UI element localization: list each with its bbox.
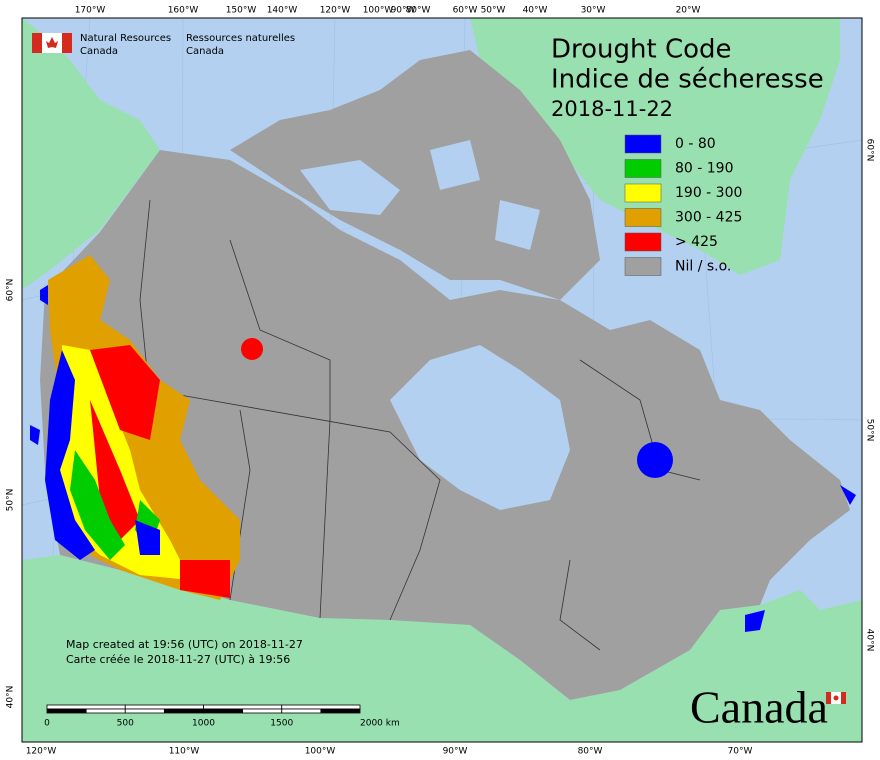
title: Drought Code — [551, 35, 732, 65]
wordmark-flag-bar — [841, 692, 846, 704]
legend-label: > 425 — [675, 234, 718, 250]
legend-swatch — [624, 232, 662, 252]
zone-0-80-quebec — [637, 442, 673, 478]
longitude-label: 160°W — [168, 6, 199, 16]
agency-text: Natural Resources — [80, 33, 171, 44]
legend-label: 190 - 300 — [675, 185, 742, 201]
wordmark-leaf — [833, 695, 839, 701]
longitude-label: 150°W — [226, 6, 257, 16]
longitude-label: 60°W — [453, 6, 478, 16]
zone-0-80-east — [745, 485, 856, 632]
wordmark-flag-bar — [826, 692, 831, 704]
longitude-label: 40°W — [523, 6, 548, 16]
legend-swatch — [624, 159, 662, 178]
scale-segment — [242, 708, 283, 714]
agency-text: Canada — [186, 46, 224, 57]
footer-text: Map created at 19:56 (UTC) on 2018-11-27 — [66, 638, 303, 651]
legend-swatch — [624, 257, 662, 276]
longitude-label: 100°W — [363, 6, 394, 16]
scale-segment — [203, 704, 283, 710]
alaska — [22, 18, 160, 290]
legend-swatch — [624, 208, 662, 227]
scale-segment — [124, 704, 204, 710]
latitude-label: 40°N — [865, 629, 875, 652]
agency-text: Canada — [80, 46, 118, 57]
scale-segment — [203, 708, 244, 714]
scale-label: 500 — [117, 719, 134, 729]
scale-label: 0 — [44, 719, 50, 729]
date: 2018-11-22 — [551, 97, 673, 121]
scale-segment — [124, 708, 165, 714]
longitude-label: 70°W — [728, 747, 753, 757]
longitude-label: 170°W — [75, 6, 106, 16]
maple-leaf — [46, 37, 58, 48]
longitude-label: 20°W — [676, 6, 701, 16]
longitude-label: 80°W — [578, 747, 603, 757]
longitude-label: 110°W — [169, 747, 200, 757]
legend-swatch — [624, 183, 662, 203]
longitude-label: 100°W — [305, 747, 336, 757]
graticule-labels: 170°W 160°W 150°W 140°W 120°W 100°W90°W80°W 60… — [6, 6, 875, 757]
scale-segment — [163, 708, 204, 714]
longitude-label: 120°W — [26, 747, 57, 757]
flag-bar — [32, 33, 42, 53]
zone-gt-425-north — [241, 338, 263, 360]
longitude-label: 80°W — [406, 6, 431, 16]
legend-label: 80 - 190 — [675, 161, 734, 177]
zone-0-80 — [30, 285, 160, 560]
map-frame — [21, 17, 863, 743]
longitude-label: 120°W — [320, 6, 351, 16]
scale-segment — [46, 704, 126, 710]
wordmark-text: Canada — [690, 682, 828, 733]
map — [21, 17, 863, 743]
flag-bar — [62, 33, 72, 53]
scale-segment — [281, 704, 361, 710]
scale-bar: 0 500 1000 1500 2000 km — [44, 704, 400, 729]
zone-gt-425 — [90, 345, 230, 598]
legend-label: Nil / s.o. — [675, 259, 731, 275]
scale-label: 1000 — [192, 719, 215, 729]
scale-segment — [281, 708, 322, 714]
title: Indice de sécheresse — [551, 65, 824, 95]
latitude-label: 60°N — [6, 279, 16, 302]
hudson-bay — [390, 345, 570, 510]
latitude-label: 40°N — [6, 686, 16, 709]
longitude-label: 30°W — [581, 6, 606, 16]
latitude-label: 50°N — [6, 489, 16, 512]
longitude-label: 140°W — [267, 6, 298, 16]
latitude-label: 50°N — [865, 419, 875, 442]
agency: Natural Resources Canada Ressources natu… — [32, 33, 295, 57]
latitude-label: 60°N — [865, 139, 875, 162]
agency-text: Ressources naturelles — [186, 33, 295, 44]
scale-segment — [46, 708, 87, 714]
usa — [22, 555, 862, 742]
legend-label: 0 - 80 — [675, 136, 716, 152]
scale-segment — [320, 708, 361, 714]
arctic-channels — [300, 140, 540, 250]
wordmark: Canada — [690, 682, 846, 733]
scale-label: 2000 km — [360, 719, 400, 729]
legend-swatch — [624, 134, 662, 154]
legend: 0 - 80 80 - 190 190 - 300 300 - 425 > 425 Nil… — [624, 134, 742, 276]
footer-text: Carte créée le 2018-11-27 (UTC) à 19:56 — [66, 653, 290, 666]
legend-label: 300 - 425 — [675, 210, 742, 226]
longitude-label: 90°W — [391, 6, 416, 16]
scale-label: 1500 — [270, 719, 293, 729]
longitude-label: 90°W — [443, 747, 468, 757]
longitude-label: 50°W — [481, 6, 506, 16]
scale-segment — [85, 708, 126, 714]
